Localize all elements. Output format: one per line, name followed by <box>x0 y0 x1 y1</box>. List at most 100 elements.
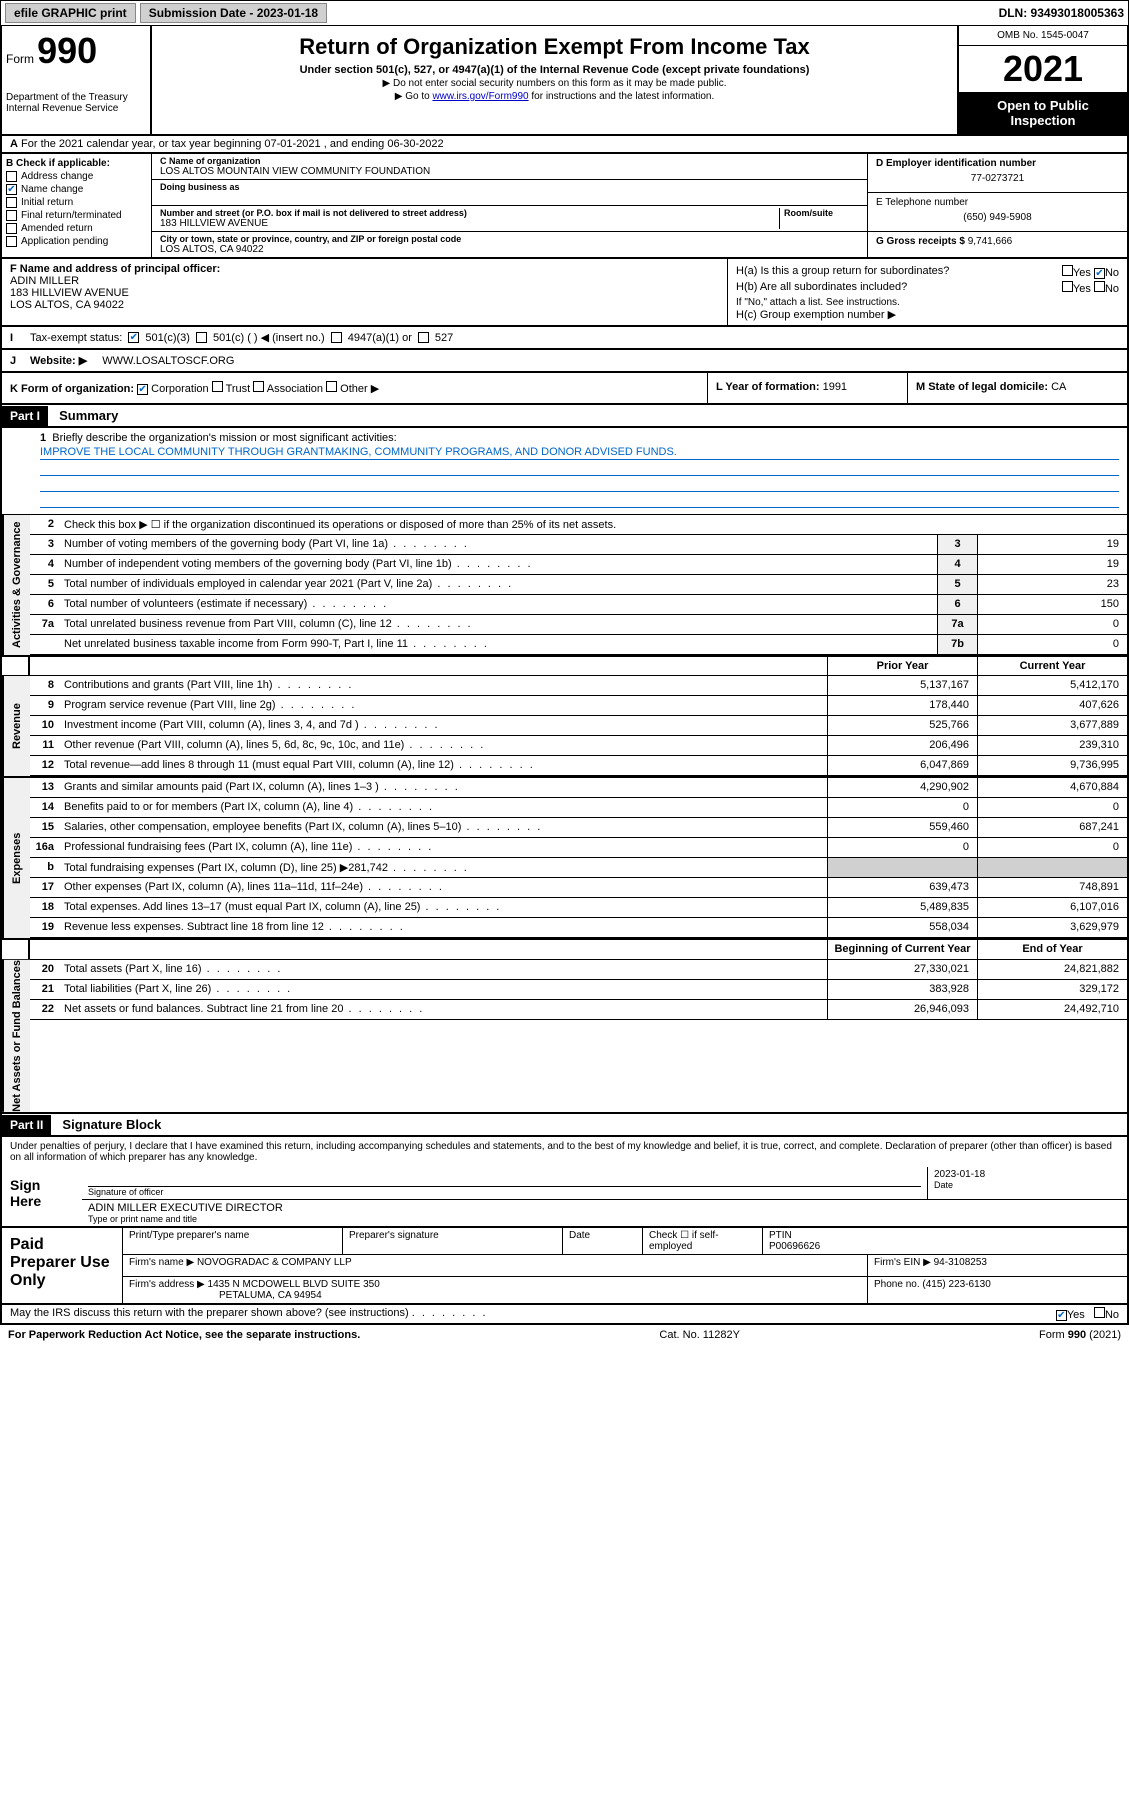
year-formation: 1991 <box>823 381 847 393</box>
summary-row: 6Total number of volunteers (estimate if… <box>30 595 1127 615</box>
col-end-year: End of Year <box>977 940 1127 959</box>
public-inspection: Open to Public Inspection <box>959 92 1127 134</box>
f-h-block: F Name and address of principal officer:… <box>0 259 1129 327</box>
row-klm: K Form of organization: ✔ Corporation Tr… <box>0 373 1129 405</box>
paid-preparer-block: Paid Preparer Use Only Print/Type prepar… <box>0 1228 1129 1305</box>
form-subtitle: Under section 501(c), 527, or 4947(a)(1)… <box>160 64 949 76</box>
cb-assoc[interactable] <box>253 381 264 392</box>
footer: For Paperwork Reduction Act Notice, see … <box>0 1325 1129 1345</box>
cb-501c3[interactable]: ✔ <box>128 332 139 343</box>
paid-preparer-label: Paid Preparer Use Only <box>2 1228 122 1303</box>
summary-row: 12Total revenue—add lines 8 through 11 (… <box>30 756 1127 776</box>
phone: (650) 949-5908 <box>876 208 1119 227</box>
summary-row: 9Program service revenue (Part VIII, lin… <box>30 696 1127 716</box>
summary-row: 17Other expenses (Part IX, column (A), l… <box>30 878 1127 898</box>
dln-text: DLN: 93493018005363 <box>999 6 1124 20</box>
org-name: LOS ALTOS MOUNTAIN VIEW COMMUNITY FOUNDA… <box>160 166 859 177</box>
signature-block: Under penalties of perjury, I declare th… <box>0 1137 1129 1228</box>
firm-ein: 94-3108253 <box>934 1257 987 1268</box>
cb-address-change[interactable] <box>6 171 17 182</box>
summary-row: 11Other revenue (Part VIII, column (A), … <box>30 736 1127 756</box>
cb-discuss-no[interactable] <box>1094 1307 1105 1318</box>
col-prior-year: Prior Year <box>827 657 977 675</box>
cb-other[interactable] <box>326 381 337 392</box>
instr-goto: ▶ Go to www.irs.gov/Form990 for instruct… <box>160 91 949 102</box>
cb-corp[interactable]: ✔ <box>137 384 148 395</box>
cb-initial-return[interactable] <box>6 197 17 208</box>
officer-name: ADIN MILLER <box>10 275 719 287</box>
row-i-tax-status: I Tax-exempt status: ✔501(c)(3) 501(c) (… <box>0 327 1129 350</box>
form-prefix: Form <box>6 52 34 66</box>
sig-date: 2023-01-18 <box>934 1169 1121 1180</box>
vtab-net-assets: Net Assets or Fund Balances <box>2 960 30 1112</box>
form-number: 990 <box>37 30 97 71</box>
officer-addr1: 183 HILLVIEW AVENUE <box>10 287 719 299</box>
cb-final-return[interactable] <box>6 210 17 221</box>
firm-addr2: PETALUMA, CA 94954 <box>219 1290 322 1301</box>
cb-amended-return[interactable] <box>6 223 17 234</box>
summary-row: 18Total expenses. Add lines 13–17 (must … <box>30 898 1127 918</box>
summary-row: 15Salaries, other compensation, employee… <box>30 818 1127 838</box>
vtab-revenue: Revenue <box>2 676 30 776</box>
firm-addr1: 1435 N MCDOWELL BLVD SUITE 350 <box>208 1279 380 1290</box>
tax-year: 2021 <box>959 46 1127 92</box>
cb-4947[interactable] <box>331 332 342 343</box>
vtab-expenses: Expenses <box>2 778 30 938</box>
top-bar: efile GRAPHIC print Submission Date - 20… <box>0 0 1129 26</box>
firm-name: NOVOGRADAC & COMPANY LLP <box>197 1257 352 1268</box>
section-b-to-g: B Check if applicable: Address change ✔N… <box>0 154 1129 259</box>
submission-date-button[interactable]: Submission Date - 2023-01-18 <box>140 3 327 23</box>
efile-print-button[interactable]: efile GRAPHIC print <box>5 3 136 23</box>
cat-no: Cat. No. 11282Y <box>659 1329 740 1341</box>
summary-row: 5Total number of individuals employed in… <box>30 575 1127 595</box>
cb-discuss-yes[interactable]: ✔ <box>1056 1310 1067 1321</box>
firm-phone: (415) 223-6130 <box>922 1279 990 1290</box>
cb-ha-no[interactable]: ✔ <box>1094 268 1105 279</box>
officer-addr2: LOS ALTOS, CA 94022 <box>10 299 719 311</box>
form-header: Form 990 Department of the TreasuryInter… <box>0 26 1129 136</box>
cb-ha-yes[interactable] <box>1062 265 1073 276</box>
cb-hb-yes[interactable] <box>1062 281 1073 292</box>
paperwork-notice: For Paperwork Reduction Act Notice, see … <box>8 1329 360 1341</box>
website: WWW.LOSALTOSCF.ORG <box>102 355 234 367</box>
summary-row: 14Benefits paid to or for members (Part … <box>30 798 1127 818</box>
org-street: 183 HILLVIEW AVENUE <box>160 218 779 229</box>
org-city: LOS ALTOS, CA 94022 <box>160 244 859 255</box>
summary-row: 13Grants and similar amounts paid (Part … <box>30 778 1127 798</box>
instr-ssn: ▶ Do not enter social security numbers o… <box>160 78 949 89</box>
summary-row: 7aTotal unrelated business revenue from … <box>30 615 1127 635</box>
state-domicile: CA <box>1051 381 1066 393</box>
summary-row: 20Total assets (Part X, line 16)27,330,0… <box>30 960 1127 980</box>
ein: 77-0273721 <box>876 169 1119 188</box>
cb-trust[interactable] <box>212 381 223 392</box>
irs-link[interactable]: www.irs.gov/Form990 <box>432 91 528 102</box>
summary-row: 4Number of independent voting members of… <box>30 555 1127 575</box>
omb-number: OMB No. 1545-0047 <box>959 26 1127 46</box>
cb-application-pending[interactable] <box>6 236 17 247</box>
part-i-body: 1 Briefly describe the organization's mi… <box>0 428 1129 1114</box>
ptin: P00696626 <box>769 1241 820 1252</box>
officer-name-title: ADIN MILLER EXECUTIVE DIRECTOR <box>88 1202 1121 1214</box>
summary-row: Net unrelated business taxable income fr… <box>30 635 1127 655</box>
summary-row: 16aProfessional fundraising fees (Part I… <box>30 838 1127 858</box>
cb-527[interactable] <box>418 332 429 343</box>
form-ref: Form 990 (2021) <box>1039 1329 1121 1341</box>
gross-receipts: 9,741,666 <box>968 236 1013 247</box>
perjury-declaration: Under penalties of perjury, I declare th… <box>2 1137 1127 1167</box>
form-title: Return of Organization Exempt From Incom… <box>160 34 949 60</box>
summary-row: 21Total liabilities (Part X, line 26)383… <box>30 980 1127 1000</box>
col-current-year: Current Year <box>977 657 1127 675</box>
dept-treasury: Department of the TreasuryInternal Reven… <box>6 72 146 114</box>
cb-501c[interactable] <box>196 332 207 343</box>
summary-row: 10Investment income (Part VIII, column (… <box>30 716 1127 736</box>
row-j-website: J Website: ▶ WWW.LOSALTOSCF.ORG <box>0 350 1129 373</box>
summary-row: bTotal fundraising expenses (Part IX, co… <box>30 858 1127 878</box>
summary-row: 22Net assets or fund balances. Subtract … <box>30 1000 1127 1020</box>
summary-row: 19Revenue less expenses. Subtract line 1… <box>30 918 1127 938</box>
summary-row: 3Number of voting members of the governi… <box>30 535 1127 555</box>
cb-name-change[interactable]: ✔ <box>6 184 17 195</box>
mission-text: IMPROVE THE LOCAL COMMUNITY THROUGH GRAN… <box>40 446 1119 460</box>
part-i-header: Part I Summary <box>0 405 1129 428</box>
row-a-tax-year: A For the 2021 calendar year, or tax yea… <box>0 136 1129 154</box>
cb-hb-no[interactable] <box>1094 281 1105 292</box>
